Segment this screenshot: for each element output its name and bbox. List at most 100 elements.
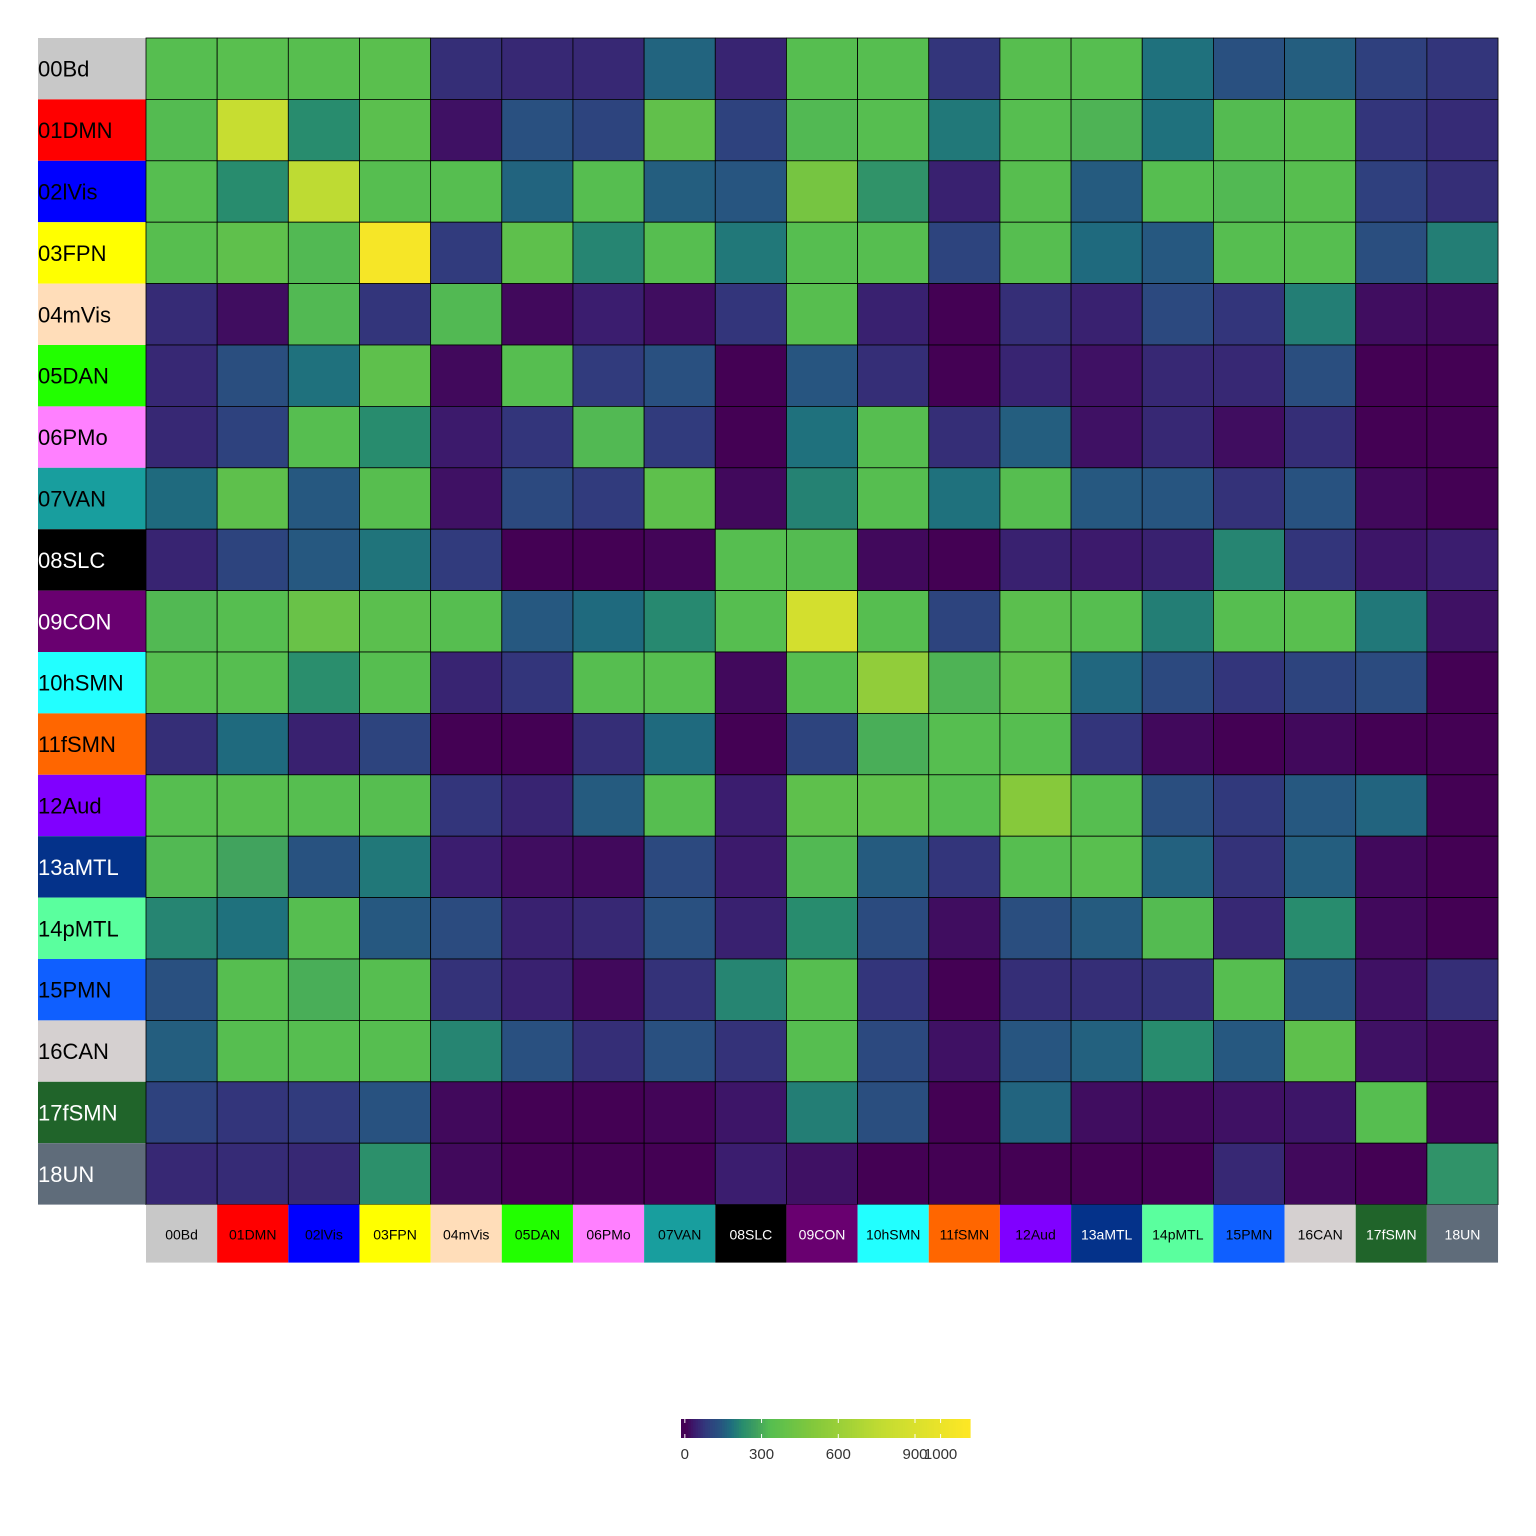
colorbar-tick-label: 600 bbox=[826, 1446, 851, 1463]
heatmap-cell bbox=[643, 958, 716, 1021]
heatmap-cell bbox=[287, 405, 360, 469]
column-label-swatch bbox=[1071, 1204, 1143, 1263]
colorbar-segment bbox=[681, 1419, 685, 1438]
colorbar-segment bbox=[688, 1419, 692, 1438]
heatmap-cell bbox=[145, 405, 218, 469]
heatmap-cell bbox=[1070, 590, 1143, 653]
heatmap-cell bbox=[501, 590, 574, 653]
heatmap-cell bbox=[714, 774, 787, 837]
colorbar-segment bbox=[880, 1419, 884, 1438]
heatmap-cell bbox=[430, 37, 503, 100]
row-label-swatch bbox=[38, 590, 146, 652]
heatmap-cell bbox=[145, 221, 218, 284]
row-label: 12Aud bbox=[38, 794, 102, 819]
column-label: 12Aud bbox=[1015, 1227, 1055, 1243]
row-label: 11fSMN bbox=[38, 732, 116, 757]
heatmap-cell bbox=[714, 405, 787, 469]
colorbar-segment bbox=[755, 1419, 759, 1438]
heatmap-cell bbox=[643, 283, 716, 346]
colorbar-segment bbox=[917, 1419, 921, 1438]
heatmap-cell bbox=[1284, 651, 1357, 714]
heatmap-cell bbox=[999, 1142, 1072, 1205]
colorbar-segment bbox=[741, 1419, 745, 1438]
heatmap-cell bbox=[430, 1142, 503, 1205]
colorbar-segment bbox=[813, 1419, 817, 1438]
heatmap-cell bbox=[501, 713, 574, 776]
heatmap-cell bbox=[643, 99, 716, 162]
heatmap-cell bbox=[643, 1142, 716, 1205]
colorbar-segment bbox=[861, 1419, 865, 1438]
heatmap-cell bbox=[1070, 1020, 1143, 1083]
row-label-swatch bbox=[38, 38, 146, 100]
column-label: 03FPN bbox=[373, 1227, 417, 1243]
colorbar-segment bbox=[743, 1419, 747, 1438]
row-label: 14pMTL bbox=[38, 916, 119, 941]
heatmap-cell bbox=[1213, 835, 1285, 899]
column-label-swatch bbox=[1426, 1204, 1499, 1263]
heatmap-cell bbox=[145, 1081, 218, 1144]
column-label: 05DAN bbox=[515, 1227, 560, 1243]
heatmap-cell bbox=[430, 835, 503, 899]
heatmap-cell bbox=[1426, 467, 1499, 530]
heatmap-cell bbox=[430, 774, 503, 837]
heatmap-cell bbox=[928, 37, 1001, 100]
row-label: 04mVis bbox=[38, 302, 111, 327]
row-label-swatch bbox=[38, 652, 146, 714]
colorbar-segment bbox=[827, 1419, 831, 1438]
colorbar-segment bbox=[760, 1419, 764, 1438]
column-label: 11fSMN bbox=[940, 1227, 990, 1243]
colorbar-segment bbox=[726, 1419, 730, 1438]
colorbar-segment bbox=[729, 1419, 733, 1438]
column-label-swatch bbox=[501, 1204, 573, 1263]
heatmap-cell bbox=[714, 1020, 787, 1083]
heatmap-cell bbox=[1355, 405, 1428, 469]
heatmap-cell bbox=[999, 160, 1072, 223]
heatmap-cell bbox=[643, 405, 716, 469]
colorbar-segment bbox=[791, 1419, 795, 1438]
heatmap-cell bbox=[714, 958, 787, 1021]
colorbar-segment bbox=[885, 1419, 889, 1438]
colorbar-segment bbox=[693, 1419, 697, 1438]
row-label-swatch bbox=[38, 959, 146, 1021]
heatmap-cell bbox=[1070, 897, 1143, 960]
heatmap-cell bbox=[1213, 1142, 1285, 1205]
heatmap-cell bbox=[359, 897, 432, 960]
heatmap-cell bbox=[786, 221, 859, 284]
heatmap-cell bbox=[287, 37, 360, 100]
colorbar-segment bbox=[700, 1419, 704, 1438]
heatmap-cell bbox=[287, 958, 360, 1021]
colorbar-segment bbox=[789, 1419, 793, 1438]
colorbar-segment bbox=[864, 1419, 868, 1438]
heatmap-cell bbox=[501, 774, 574, 837]
colorbar-segment bbox=[782, 1419, 786, 1438]
colorbar-segment bbox=[707, 1419, 711, 1438]
column-label-swatch bbox=[644, 1204, 716, 1263]
heatmap-cell bbox=[857, 1081, 930, 1144]
heatmap-cell bbox=[145, 835, 218, 899]
heatmap-cell bbox=[572, 467, 645, 530]
row-label: 06PMo bbox=[38, 425, 108, 450]
colorbar-segment bbox=[945, 1419, 949, 1438]
colorbar-tick-label: 300 bbox=[749, 1446, 774, 1463]
row-label: 09CON bbox=[38, 609, 111, 634]
heatmap-cell bbox=[1284, 405, 1357, 469]
heatmap-cell bbox=[928, 405, 1001, 469]
colorbar-segment bbox=[909, 1419, 913, 1438]
heatmap-cell bbox=[145, 160, 218, 223]
colorbar-segment bbox=[835, 1419, 839, 1438]
heatmap-cell bbox=[501, 1081, 574, 1144]
heatmap-cell bbox=[1141, 958, 1214, 1021]
heatmap-cell bbox=[928, 99, 1001, 162]
column-label: 02lVis bbox=[305, 1227, 343, 1243]
heatmap-cell bbox=[1426, 37, 1499, 100]
heatmap-cell bbox=[501, 37, 574, 100]
heatmap-cell bbox=[1213, 1020, 1285, 1083]
heatmap-cell bbox=[786, 713, 859, 776]
column-label: 04mVis bbox=[443, 1227, 489, 1243]
colorbar-segment bbox=[762, 1419, 766, 1438]
colorbar-segment bbox=[770, 1419, 774, 1438]
column-label-swatch bbox=[715, 1204, 787, 1263]
heatmap-cell bbox=[786, 99, 859, 162]
heatmap-cell bbox=[714, 99, 787, 162]
heatmap-cell bbox=[216, 774, 289, 837]
